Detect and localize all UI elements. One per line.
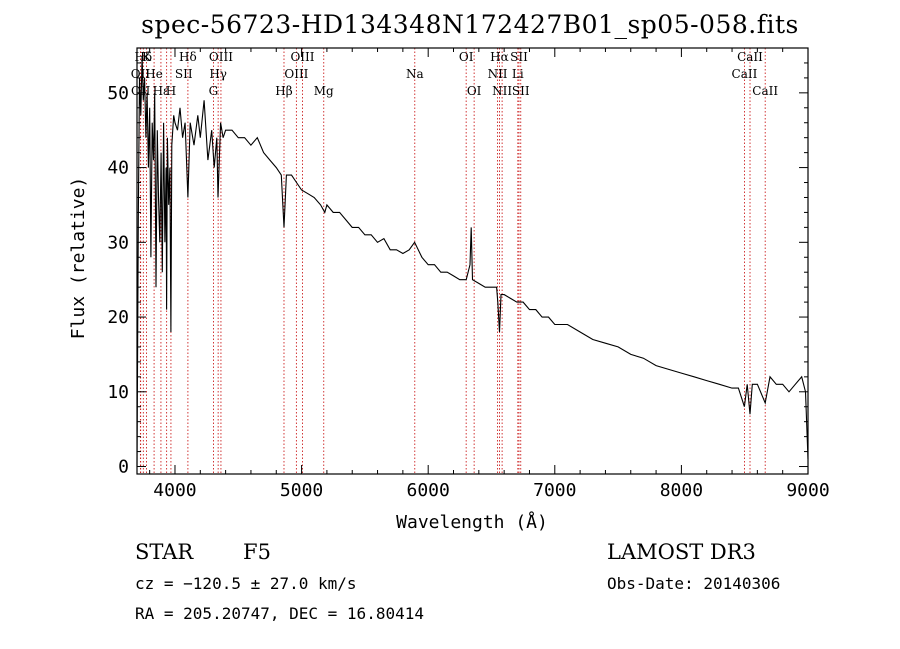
line-annotation: Hβ: [275, 84, 292, 98]
object-class: STAR: [135, 540, 194, 564]
line-annotation: H: [166, 84, 176, 98]
line-annotation: OIII: [284, 67, 308, 81]
x-tick-label: 4000: [153, 480, 196, 501]
line-annotation: OIII: [209, 50, 233, 64]
line-annotation: K: [142, 50, 152, 64]
y-tick-label: 40: [107, 158, 129, 179]
line-annotation: Mg: [314, 84, 334, 98]
y-axis-ticks: 0 10 20 30 40 50: [107, 62, 808, 478]
chart-title: spec-56723-HD134348N172427B01_sp05-058.f…: [141, 10, 799, 39]
spectrum-line: [136, 55, 809, 467]
line-annotation: Hε: [153, 84, 170, 98]
survey-name: LAMOST DR3: [607, 540, 756, 564]
line-annotation: G: [209, 84, 219, 98]
line-annotation: SII: [175, 67, 193, 81]
line-annotation: Hα: [490, 50, 509, 64]
y-axis-label: Flux (relative): [68, 177, 89, 340]
obs-date: Obs-Date: 20140306: [607, 574, 780, 593]
y-tick-label: 30: [107, 232, 129, 253]
x-tick-label: 5000: [280, 480, 323, 501]
y-tick-label: 10: [107, 382, 129, 403]
y-tick-label: 20: [107, 307, 129, 328]
x-tick-label: 8000: [660, 480, 703, 501]
x-axis-ticks: 4000 5000 6000 7000 8000 9000: [149, 48, 830, 501]
redshift-cz: cz = −120.5 ± 27.0 km/s: [135, 574, 357, 593]
x-axis-label: Wavelength (Å): [396, 511, 548, 533]
line-annotation: OI: [467, 84, 482, 98]
line-annotation: SII: [510, 50, 528, 64]
line-annotation: CaII: [737, 50, 763, 64]
line-annotation: Hδ: [179, 50, 197, 64]
line-annotation: Na: [406, 67, 424, 81]
line-annotation: CaII: [732, 67, 758, 81]
line-annotation: OI: [459, 50, 474, 64]
y-tick-label: 50: [107, 83, 129, 104]
x-tick-label: 9000: [786, 480, 829, 501]
line-annotation: He: [145, 67, 163, 81]
line-annotation: Hγ: [209, 67, 227, 81]
object-subclass: F5: [243, 540, 271, 564]
x-tick-label: 7000: [533, 480, 576, 501]
line-annotation: Li: [512, 67, 524, 81]
y-tick-label: 0: [118, 457, 129, 478]
plot-frame: [136, 47, 809, 475]
x-tick-label: 6000: [407, 480, 450, 501]
coordinates: RA = 205.20747, DEC = 16.80414: [135, 604, 424, 623]
line-annotation: Hδ: [134, 50, 152, 64]
line-annotation: OIII: [290, 50, 314, 64]
line-annotation: NII: [488, 67, 508, 81]
line-annotation: SII: [512, 84, 530, 98]
line-annotation: NII: [492, 84, 512, 98]
line-annotation: CaII: [752, 84, 778, 98]
line-annotation: OII: [131, 67, 151, 81]
marker-lines-group: [139, 48, 766, 474]
